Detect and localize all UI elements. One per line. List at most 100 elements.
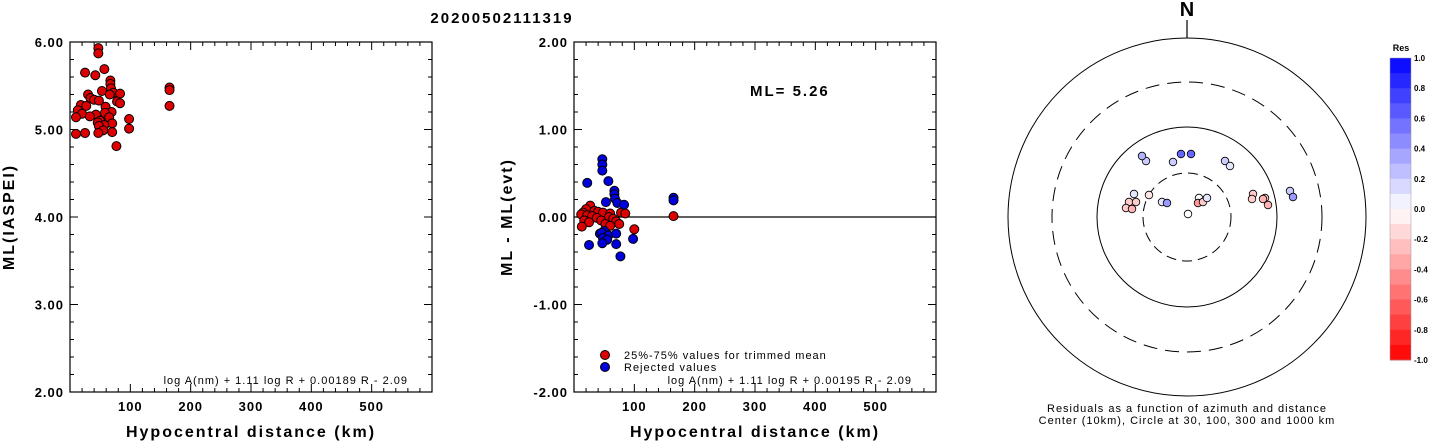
rejected-residual-point (584, 240, 595, 250)
map-caption-line2: Center (10km), Circle at 30, 100, 300 an… (1039, 415, 1336, 427)
rejected-residual-point (615, 251, 626, 262)
rejected-residual-point (600, 197, 611, 208)
rejected-residual-point (597, 238, 608, 249)
colorbar-cell (1390, 254, 1411, 270)
panel1-y-tick-labels: 2.00 3.00 4.00 5.00 6.00 (35, 35, 64, 400)
station-residual-marker (1288, 192, 1298, 202)
panel2-x-axis-label: Hypocentral distance (km) (630, 424, 880, 441)
legend-used-label: 25%-75% values for trimmed mean (624, 350, 827, 362)
station-magnitude-point (71, 128, 81, 139)
station-magnitude-point (93, 48, 104, 59)
colorbar-cell (1390, 269, 1411, 285)
rejected-residual-point (597, 165, 608, 176)
station-magnitude-point (164, 85, 175, 96)
colorbar-cell (1390, 88, 1411, 104)
colorbar-cell (1390, 58, 1411, 74)
panel2-y-tick-labels: -2.00 -1.00 0.00 1.00 2.00 (533, 35, 568, 400)
colorbar-label: 0.0 (1414, 205, 1426, 214)
ring-1000km (1007, 37, 1367, 397)
colorbar-cell (1390, 299, 1411, 316)
station-magnitude-point (99, 64, 110, 75)
used-residual-point (629, 224, 640, 235)
rejected-residual-point (611, 228, 622, 239)
p2-x-tick-label: 400 (803, 399, 828, 414)
colorbar-cell (1390, 163, 1411, 180)
station-residual-marker (1202, 193, 1212, 203)
station-magnitude-point (71, 112, 81, 123)
p1-y-tick-label: 3.00 (35, 298, 64, 313)
used-residual-point (614, 219, 625, 229)
colorbar-cell (1390, 118, 1411, 134)
legend-rejected-label: Rejected values (624, 362, 717, 374)
station-magnitude-point (124, 123, 135, 134)
p2-y-tick-label: 2.00 (539, 35, 568, 50)
map-caption-line1: Residuals as a function of azimuth and d… (1047, 403, 1327, 415)
colorbar-cell (1390, 224, 1411, 240)
residual-colorbar: Res 1.0 0.8 0.6 0.4 0.2 0.0 -0.2 -0.4 -0.6 -0.8 -1… (1389, 43, 1428, 365)
station-magnitude-point (90, 70, 101, 81)
used-residual-point (584, 217, 595, 228)
station-magnitude-point (164, 100, 175, 111)
station-magnitude-point (93, 95, 104, 106)
panel1-tick-marks (70, 41, 432, 393)
colorbar-cells (1389, 57, 1412, 361)
p1-y-tick-label: 5.00 (35, 123, 64, 138)
station-residual-marker (1137, 151, 1147, 161)
colorbar-label: 1.0 (1414, 54, 1426, 63)
panel1-x-axis-label: Hypocentral distance (km) (126, 424, 376, 441)
station-residual-marker (1186, 149, 1196, 159)
station-magnitude-point (104, 89, 115, 100)
colorbar-cell (1390, 148, 1411, 165)
rejected-residual-point (603, 176, 614, 187)
p1-x-tick-label: 200 (178, 399, 203, 414)
station-residual-marker (1127, 204, 1137, 214)
p1-y-tick-label: 2.00 (35, 385, 64, 400)
used-residual-point (668, 211, 679, 222)
colorbar-label: 0.4 (1414, 145, 1426, 154)
panel1-x-tick-labels: 100 200 300 400 500 (118, 399, 384, 414)
rejected-residual-point (611, 239, 622, 250)
colorbar-cell (1390, 178, 1411, 195)
panel1-formula: log A(nm) + 1.11 log R + 0.00189 R - 2.0… (164, 375, 408, 387)
magnitude-vs-distance-panel: 2.00 3.00 4.00 5.00 6.00 100 200 300 400 500 log… (1, 35, 433, 441)
colorbar-label: -0.6 (1414, 296, 1428, 305)
azimuth-residual-map: N Residuals as a function of azimuth and… (1007, 0, 1367, 427)
station-magnitude-point (84, 111, 95, 122)
p1-y-tick-label: 6.00 (35, 35, 64, 50)
colorbar-cell (1390, 344, 1411, 361)
p2-x-tick-label: 300 (743, 399, 768, 414)
p2-y-tick-label: -1.00 (533, 298, 568, 313)
colorbar-title: Res (1393, 43, 1410, 53)
panel2-tick-marks (574, 41, 936, 393)
colorbar-label: 0.8 (1414, 84, 1426, 93)
legend-used-marker (600, 350, 610, 360)
colorbar-cell (1390, 133, 1411, 149)
panel2-points (576, 154, 679, 262)
ring-300km (1051, 81, 1323, 353)
station-residual-marker (1263, 200, 1273, 210)
used-residual-point (576, 221, 587, 232)
colorbar-labels: 1.0 0.8 0.6 0.4 0.2 0.0 -0.2 -0.4 -0.6 -0.8 -1.0 (1414, 54, 1428, 365)
station-residual-marker (1144, 190, 1154, 200)
legend-rejected-marker (600, 362, 610, 372)
colorbar-cell (1390, 193, 1411, 210)
station-residual-marker (1258, 194, 1268, 204)
p2-y-tick-label: -2.00 (533, 385, 568, 400)
event-magnitude-label: ML= 5.26 (750, 83, 830, 100)
p1-y-tick-label: 4.00 (35, 210, 64, 225)
p1-x-tick-label: 500 (359, 399, 384, 414)
p2-y-tick-label: 0.00 (539, 210, 568, 225)
station-magnitude-point (107, 127, 118, 138)
p1-x-tick-label: 400 (299, 399, 324, 414)
colorbar-label: -0.2 (1414, 235, 1428, 244)
colorbar-cell (1390, 314, 1411, 331)
colorbar-cell (1390, 284, 1411, 300)
station-residual-marker (1162, 198, 1172, 208)
colorbar-border (1389, 57, 1412, 361)
north-label: N (1180, 0, 1194, 21)
station-magnitude-point (111, 141, 122, 152)
p2-x-tick-label: 200 (682, 399, 707, 414)
rejected-residual-point (628, 233, 639, 244)
station-residual-marker (1183, 209, 1193, 219)
